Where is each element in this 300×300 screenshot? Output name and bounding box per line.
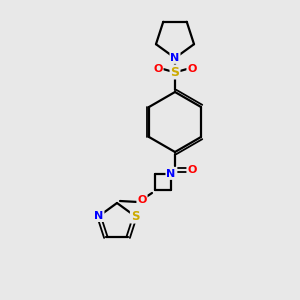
Text: O: O xyxy=(137,195,147,205)
Text: S: S xyxy=(131,210,139,223)
Text: S: S xyxy=(170,65,179,79)
Text: N: N xyxy=(94,211,104,221)
Text: N: N xyxy=(167,169,176,179)
Text: O: O xyxy=(187,165,197,175)
Text: N: N xyxy=(170,53,180,63)
Text: O: O xyxy=(153,64,163,74)
Text: O: O xyxy=(187,64,197,74)
